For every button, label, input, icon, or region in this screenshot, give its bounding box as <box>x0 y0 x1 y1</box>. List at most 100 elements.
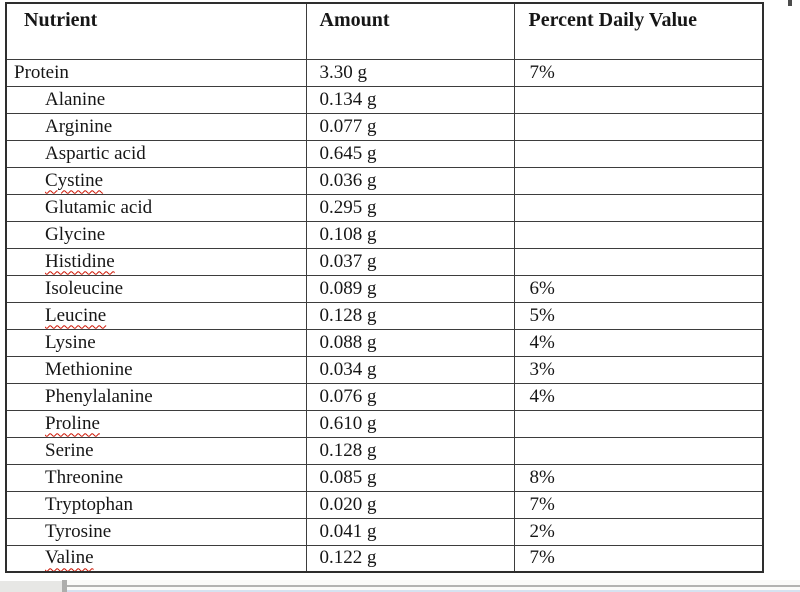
nutrient-cell[interactable]: Arginine <box>5 112 307 141</box>
nutrient-name: Lysine <box>45 331 96 353</box>
header-amount[interactable]: Amount <box>305 2 515 60</box>
nutrient-cell[interactable]: Isoleucine <box>5 274 307 303</box>
nutrient-name: Phenylalanine <box>45 385 153 407</box>
pdv-cell[interactable]: 7% <box>513 544 764 573</box>
nutrient-name: Glycine <box>45 223 106 245</box>
table-row: Alanine 0.134 g <box>5 85 764 114</box>
pdv-cell[interactable]: 2% <box>513 517 764 546</box>
bottom-bar-left-segment <box>0 581 62 592</box>
table-row: Glycine 0.108 g <box>5 220 764 249</box>
bottom-bar-track <box>67 580 800 592</box>
bottom-bar-divider <box>62 580 67 592</box>
pdv-cell[interactable] <box>513 436 764 465</box>
nutrient-cell[interactable]: Serine <box>5 436 307 465</box>
pdv-cell[interactable] <box>513 85 764 114</box>
pdv-cell[interactable] <box>513 166 764 195</box>
header-percent-daily-value[interactable]: Percent Daily Value <box>513 2 764 60</box>
amount-value: 0.076 g <box>319 385 377 407</box>
table-row: Aspartic acid 0.645 g <box>5 139 764 168</box>
nutrient-cell[interactable]: Phenylalanine <box>5 382 307 411</box>
amount-cell[interactable]: 0.076 g <box>305 382 515 411</box>
amount-cell[interactable]: 0.128 g <box>305 301 515 330</box>
nutrient-cell[interactable]: Glycine <box>5 220 307 249</box>
amount-cell[interactable]: 0.089 g <box>305 274 515 303</box>
nutrient-cell[interactable]: Methionine <box>5 355 307 384</box>
amount-cell[interactable]: 0.041 g <box>305 517 515 546</box>
amount-value: 3.30 g <box>319 61 368 83</box>
amount-cell[interactable]: 0.088 g <box>305 328 515 357</box>
table-row: Threonine 0.085 g 8% <box>5 463 764 492</box>
nutrient-cell[interactable]: Valine <box>5 544 307 573</box>
amount-cell[interactable]: 3.30 g <box>305 58 515 87</box>
pdv-value: 5% <box>529 304 555 326</box>
amount-cell[interactable]: 0.128 g <box>305 436 515 465</box>
nutrient-cell[interactable]: Cystine <box>5 166 307 195</box>
nutrient-name: Aspartic acid <box>45 142 146 164</box>
amount-cell[interactable]: 0.295 g <box>305 193 515 222</box>
amount-value: 0.122 g <box>319 547 377 569</box>
pdv-cell[interactable]: 7% <box>513 58 764 87</box>
pdv-cell[interactable]: 8% <box>513 463 764 492</box>
nutrient-name: Proline <box>45 412 100 434</box>
nutrient-name: Alanine <box>45 88 106 110</box>
nutrient-cell[interactable]: Protein <box>5 58 307 87</box>
pdv-cell[interactable] <box>513 112 764 141</box>
amount-cell[interactable]: 0.610 g <box>305 409 515 438</box>
table-row: Protein 3.30 g 7% <box>5 58 764 87</box>
amount-cell[interactable]: 0.085 g <box>305 463 515 492</box>
pdv-cell[interactable]: 7% <box>513 490 764 519</box>
amount-value: 0.037 g <box>319 250 377 272</box>
table-row: Methionine 0.034 g 3% <box>5 355 764 384</box>
nutrient-name: Serine <box>45 439 94 461</box>
amount-cell[interactable]: 0.122 g <box>305 544 515 573</box>
nutrient-table-body: Protein 3.30 g 7% Alanine 0.134 g Argini… <box>5 58 764 573</box>
nutrient-cell[interactable]: Proline <box>5 409 307 438</box>
nutrient-cell[interactable]: Aspartic acid <box>5 139 307 168</box>
pdv-cell[interactable]: 6% <box>513 274 764 303</box>
nutrient-cell[interactable]: Tyrosine <box>5 517 307 546</box>
amount-cell[interactable]: 0.134 g <box>305 85 515 114</box>
nutrient-name: Histidine <box>45 250 115 272</box>
amount-value: 0.134 g <box>319 88 377 110</box>
pdv-value: 6% <box>529 277 555 299</box>
nutrient-name: Isoleucine <box>45 277 124 299</box>
amount-cell[interactable]: 0.020 g <box>305 490 515 519</box>
amount-cell[interactable]: 0.037 g <box>305 247 515 276</box>
nutrient-cell[interactable]: Threonine <box>5 463 307 492</box>
nutrient-cell[interactable]: Glutamic acid <box>5 193 307 222</box>
pdv-cell[interactable] <box>513 193 764 222</box>
nutrient-cell[interactable]: Leucine <box>5 301 307 330</box>
pdv-cell[interactable]: 5% <box>513 301 764 330</box>
pdv-cell[interactable] <box>513 139 764 168</box>
nutrient-name: Valine <box>45 547 94 569</box>
pdv-value: 2% <box>529 520 555 542</box>
pdv-cell[interactable] <box>513 247 764 276</box>
pdv-cell[interactable]: 4% <box>513 328 764 357</box>
amount-cell[interactable]: 0.034 g <box>305 355 515 384</box>
pdv-cell[interactable]: 4% <box>513 382 764 411</box>
pdv-cell[interactable]: 3% <box>513 355 764 384</box>
table-row: Phenylalanine 0.076 g 4% <box>5 382 764 411</box>
header-nutrient[interactable]: Nutrient <box>5 2 307 60</box>
pdv-value: 7% <box>529 493 555 515</box>
amount-cell[interactable]: 0.036 g <box>305 166 515 195</box>
pdv-cell[interactable] <box>513 409 764 438</box>
table-row: Glutamic acid 0.295 g <box>5 193 764 222</box>
pdv-cell[interactable] <box>513 220 764 249</box>
amount-value: 0.020 g <box>319 493 377 515</box>
amount-cell[interactable]: 0.645 g <box>305 139 515 168</box>
nutrient-cell[interactable]: Tryptophan <box>5 490 307 519</box>
nutrient-cell[interactable]: Lysine <box>5 328 307 357</box>
table-row: Lysine 0.088 g 4% <box>5 328 764 357</box>
amount-value: 0.085 g <box>319 466 377 488</box>
nutrient-cell[interactable]: Alanine <box>5 85 307 114</box>
nutrient-name: Tyrosine <box>45 520 112 542</box>
nutrient-cell[interactable]: Histidine <box>5 247 307 276</box>
amount-cell[interactable]: 0.108 g <box>305 220 515 249</box>
table-row: Tyrosine 0.041 g 2% <box>5 517 764 546</box>
amount-cell[interactable]: 0.077 g <box>305 112 515 141</box>
pdv-value: 8% <box>529 466 555 488</box>
table-row: Proline 0.610 g <box>5 409 764 438</box>
table-row: Valine 0.122 g 7% <box>5 544 764 573</box>
